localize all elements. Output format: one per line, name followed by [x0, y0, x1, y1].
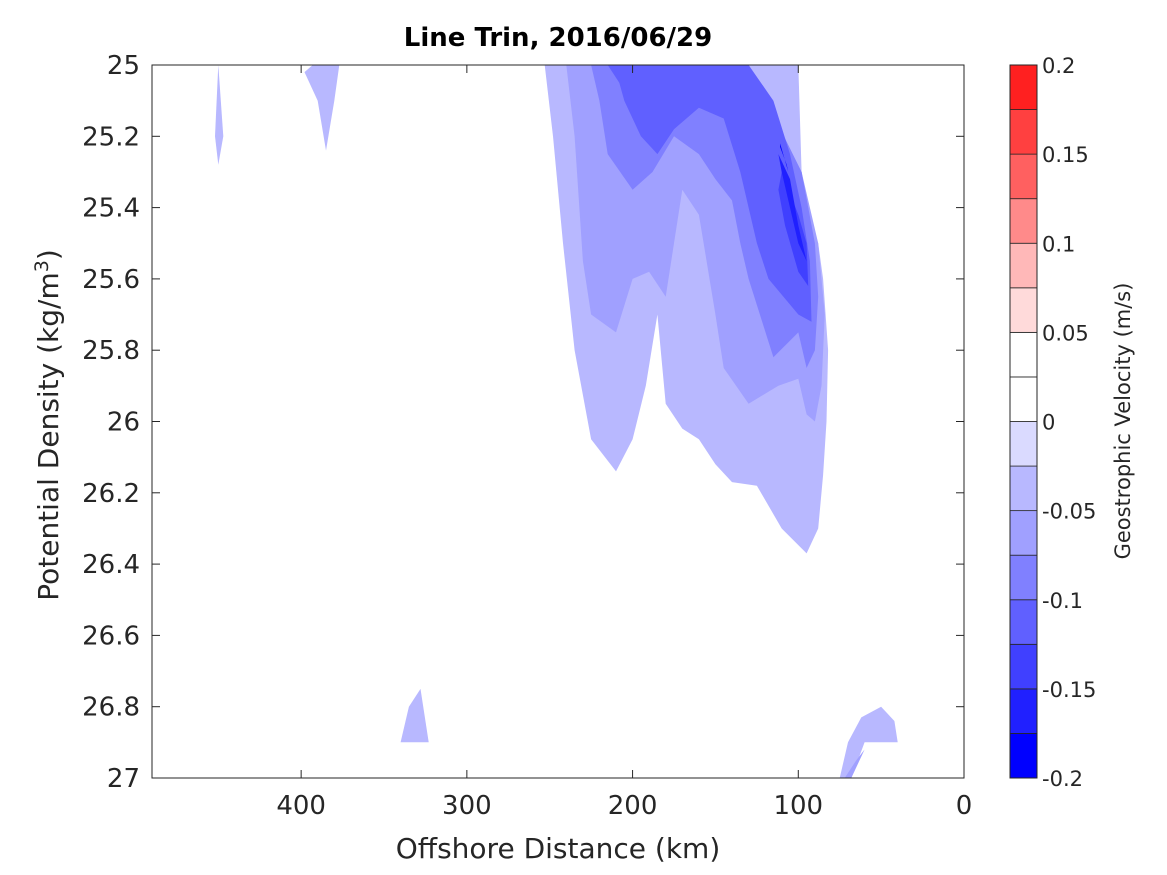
colorbar-segment	[1009, 198, 1038, 244]
contour-region-10	[780, 143, 789, 172]
y-axis-label-close: )	[32, 249, 65, 260]
y-axis-label: Potential Density (kg/m3)	[31, 249, 65, 601]
colorbar-segment	[1009, 287, 1038, 333]
x-tick-label: 200	[608, 791, 658, 821]
y-tick-label: 25	[107, 51, 140, 81]
contour-region-7	[607, 65, 812, 322]
y-tick-label: 25.6	[82, 265, 140, 295]
y-tick-label: 26.6	[82, 621, 140, 651]
colorbar-segment	[1009, 331, 1038, 378]
y-axis: 25 25.2 25.4 25.6 25.8 26 26.2 26.4 26.6 26.8 27	[82, 51, 964, 794]
colorbar-segment	[1009, 733, 1038, 779]
contour-region-13	[294, 378, 307, 540]
x-axis-label: Offshore Distance (km)	[396, 832, 721, 865]
y-tick-label: 26.8	[82, 693, 140, 723]
x-tick-label: 300	[442, 791, 492, 821]
colorbar-segment	[1009, 599, 1038, 645]
colorbar-tick-label: -0.2	[1042, 767, 1083, 791]
contour-region-0	[215, 65, 224, 165]
y-tick-label: 27	[107, 764, 140, 794]
colorbar-tick-label: 0.2	[1042, 54, 1075, 78]
colorbar-segment	[1009, 242, 1038, 289]
plot-area: 400 300 200 100 0 25 25.2 25.4 25.6 25.8 26 26.2 26…	[82, 51, 972, 821]
contour-region-15	[566, 660, 650, 743]
colorbar-tick-label: -0.1	[1042, 589, 1083, 613]
colorbar-segment	[1009, 510, 1038, 556]
colorbar-segment	[1009, 688, 1038, 734]
colorbar-segment	[1009, 109, 1038, 155]
contour-region-12	[861, 207, 878, 518]
colorbar-tick-label: 0.1	[1042, 232, 1075, 256]
colorbar-label: Geostrophic Velocity (m/s)	[1111, 283, 1135, 560]
x-tick-label: 400	[276, 791, 326, 821]
y-tick-label: 25.4	[82, 194, 140, 224]
colorbar-segment	[1009, 465, 1038, 512]
contour-region-17	[839, 706, 898, 778]
contour-region-3	[478, 65, 500, 90]
colorbar-segment	[1009, 421, 1038, 467]
y-axis-label-superscript: 3	[31, 260, 53, 272]
colorbar-segment	[1009, 376, 1038, 422]
y-tick-label: 26.2	[82, 479, 140, 509]
colorbar-frame	[1009, 64, 1038, 779]
contour-region-16	[400, 688, 429, 743]
colorbar-tick-label: -0.15	[1042, 678, 1096, 702]
y-tick-label: 26	[107, 408, 140, 438]
y-tick-label: 25.8	[82, 336, 140, 366]
contour-region-8	[778, 172, 809, 286]
y-axis-label-main: Potential Density (kg/m	[32, 272, 65, 601]
y-tick-label: 25.2	[82, 122, 140, 152]
colorbar-tick-label: -0.05	[1042, 500, 1096, 524]
contour-region-1	[304, 65, 340, 151]
colorbar-segment	[1009, 643, 1038, 690]
x-tick-label: 100	[773, 791, 823, 821]
colorbar-segment	[1009, 554, 1038, 601]
chart-title: Line Trin, 2016/06/29	[404, 23, 712, 53]
x-tick-label: 0	[956, 791, 973, 821]
contour-region-18	[844, 749, 865, 778]
colorbar-tick-label: 0.15	[1042, 143, 1089, 167]
contour-regions	[215, 65, 898, 778]
contour-region-9	[778, 154, 807, 262]
colorbar-segment	[1009, 64, 1038, 110]
y-tick-label: 26.4	[82, 550, 140, 580]
colorbar-tick-label: 0.05	[1042, 321, 1089, 345]
colorbar-segment	[1009, 153, 1038, 200]
x-axis: 400 300 200 100 0	[276, 65, 972, 821]
contour-region-2	[350, 65, 393, 226]
colorbar: -0.2 -0.15 -0.1 -0.05 0 0.05 0.1 0.15 0.2	[1009, 54, 1096, 791]
colorbar-tick-label: 0	[1042, 411, 1055, 435]
